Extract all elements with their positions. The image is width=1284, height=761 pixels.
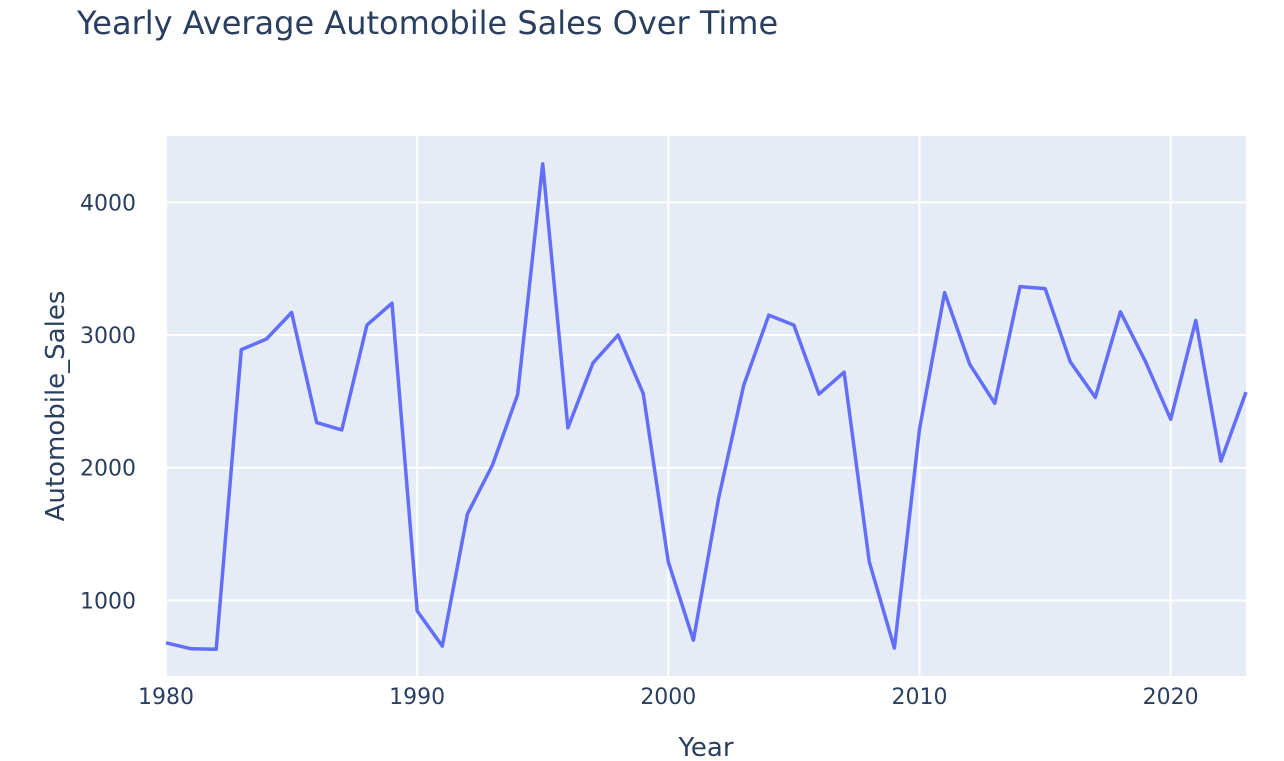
x-tick-label: 1980	[138, 685, 194, 710]
plot-area	[166, 136, 1246, 676]
x-tick-label: 1990	[389, 685, 445, 710]
y-tick-label: 4000	[80, 191, 136, 216]
y-tick-label: 2000	[80, 457, 136, 482]
x-axis-title: Year	[677, 733, 733, 761]
x-axis-ticks: 1980 1990 2000 2010 2020	[138, 685, 1199, 710]
x-tick-label: 2020	[1143, 685, 1199, 710]
x-tick-label: 2010	[891, 685, 947, 710]
x-tick-label: 2000	[640, 685, 696, 710]
series-layer	[165, 162, 1248, 651]
y-tick-label: 3000	[80, 324, 136, 349]
y-axis-ticks: 1000 2000 3000 4000	[80, 191, 136, 614]
y-axis-title: Automobile_Sales	[41, 291, 71, 522]
series-line	[165, 162, 1248, 651]
y-tick-label: 1000	[80, 589, 136, 614]
chart-title: Yearly Average Automobile Sales Over Tim…	[77, 4, 779, 42]
grid-lines	[165, 136, 1246, 676]
